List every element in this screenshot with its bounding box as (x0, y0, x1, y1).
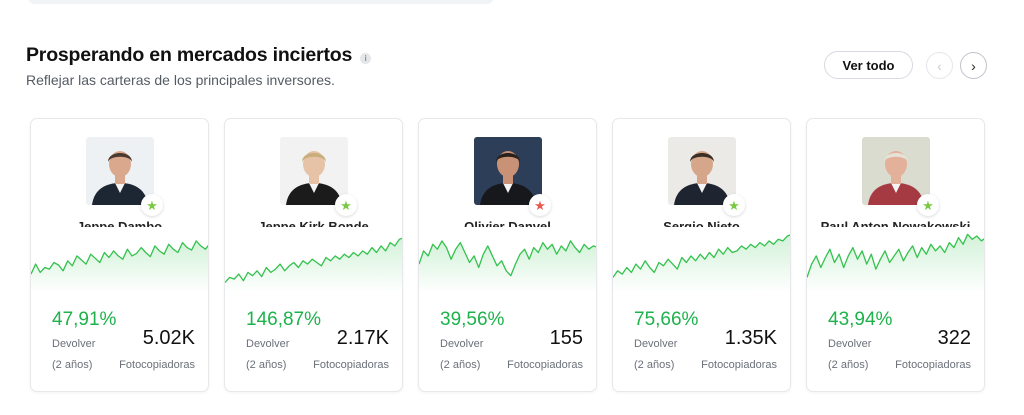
view-all-button[interactable]: Ver todo (824, 51, 913, 79)
copiers-label: Fotocopiadoras (119, 359, 195, 371)
section-header: Prosperando en mercados inciertos i Refl… (26, 44, 986, 94)
copiers-label: Fotocopiadoras (313, 359, 389, 371)
info-icon[interactable]: i (360, 52, 372, 64)
copiers-count: 2.17K (336, 327, 389, 349)
investor-name: Paul Anton Nowakowski (820, 219, 971, 227)
search-bar-remnant (28, 0, 494, 4)
section-subtitle: Reflejar las carteras de los principales… (26, 72, 335, 88)
performance-chart (31, 227, 208, 293)
investor-card[interactable]: ★ Olivier Danvel 39,56% Devolver (2 años… (418, 118, 597, 392)
performance-sparkline (225, 237, 402, 293)
investor-name: Jeppe Kirk Bonde (258, 219, 369, 227)
chart-line (613, 234, 790, 278)
avatar (280, 137, 348, 205)
chart-area (419, 240, 596, 293)
chart-line (807, 233, 984, 278)
return-period: (2 años) (440, 359, 481, 371)
return-value: 43,94% (828, 309, 893, 330)
copiers-label: Fotocopiadoras (895, 359, 971, 371)
avatar-photo (668, 137, 736, 205)
return-value: 47,91% (52, 309, 117, 330)
investor-carousel: ★ Jeppe Dambo 47,91% Devolver (2 años) 5… (30, 118, 985, 392)
performance-sparkline (31, 240, 208, 293)
avatar (668, 137, 736, 205)
return-label: Devolver (828, 338, 872, 350)
performance-chart (225, 227, 402, 293)
return-label: Devolver (634, 338, 678, 350)
avatar (86, 137, 154, 205)
return-period: (2 años) (246, 359, 287, 371)
investor-name: Sergio Nieto (663, 219, 740, 227)
investor-card[interactable]: ★ Jeppe Kirk Bonde 146,87% Devolver (2 a… (224, 118, 403, 392)
chart-line (419, 240, 596, 277)
copiers-count: 1.35K (724, 327, 777, 349)
avatar (474, 137, 542, 205)
investor-card[interactable]: ★ Sergio Nieto 75,66% Devolver (2 años) … (612, 118, 791, 392)
performance-chart (419, 227, 596, 293)
star-badge-icon: ★ (917, 194, 939, 216)
return-period: (2 años) (634, 359, 675, 371)
chart-area (225, 238, 402, 293)
avatar-photo (86, 137, 154, 205)
copiers-count: 155 (549, 327, 583, 349)
return-period: (2 años) (52, 359, 93, 371)
avatar-photo (474, 137, 542, 205)
performance-chart (807, 227, 984, 293)
chart-line (225, 237, 402, 283)
return-value: 146,87% (246, 309, 322, 330)
next-arrow-icon[interactable]: › (960, 52, 987, 79)
copiers-label: Fotocopiadoras (507, 359, 583, 371)
avatar (862, 137, 930, 205)
investor-name: Jeppe Dambo (76, 219, 163, 227)
chart-area (31, 240, 208, 293)
return-label: Devolver (52, 338, 96, 350)
copiers-count: 5.02K (142, 327, 195, 349)
previous-arrow-icon[interactable]: ‹ (926, 52, 953, 79)
chart-area (807, 234, 984, 293)
return-value: 39,56% (440, 309, 505, 330)
copiers-label: Fotocopiadoras (701, 359, 777, 371)
performance-sparkline (807, 233, 984, 293)
avatar-photo (862, 137, 930, 205)
star-badge-icon: ★ (529, 194, 551, 216)
return-period: (2 años) (828, 359, 869, 371)
copiers-count: 322 (937, 327, 971, 349)
investor-card[interactable]: ★ Jeppe Dambo 47,91% Devolver (2 años) 5… (30, 118, 209, 392)
investor-card[interactable]: ★ Paul Anton Nowakowski 43,94% Devolver … (806, 118, 985, 392)
star-badge-icon: ★ (335, 194, 357, 216)
star-badge-icon: ★ (141, 194, 163, 216)
investor-name: Olivier Danvel (464, 219, 551, 227)
performance-chart (613, 227, 790, 293)
star-badge-icon: ★ (723, 194, 745, 216)
title-row: Prosperando en mercados inciertos i (26, 44, 986, 67)
avatar-photo (280, 137, 348, 205)
performance-sparkline (613, 234, 790, 293)
return-label: Devolver (440, 338, 484, 350)
chart-line (31, 240, 208, 275)
return-value: 75,66% (634, 309, 699, 330)
section-title: Prosperando en mercados inciertos (26, 44, 353, 66)
performance-sparkline (419, 240, 596, 293)
return-label: Devolver (246, 338, 290, 350)
chart-area (613, 235, 790, 293)
